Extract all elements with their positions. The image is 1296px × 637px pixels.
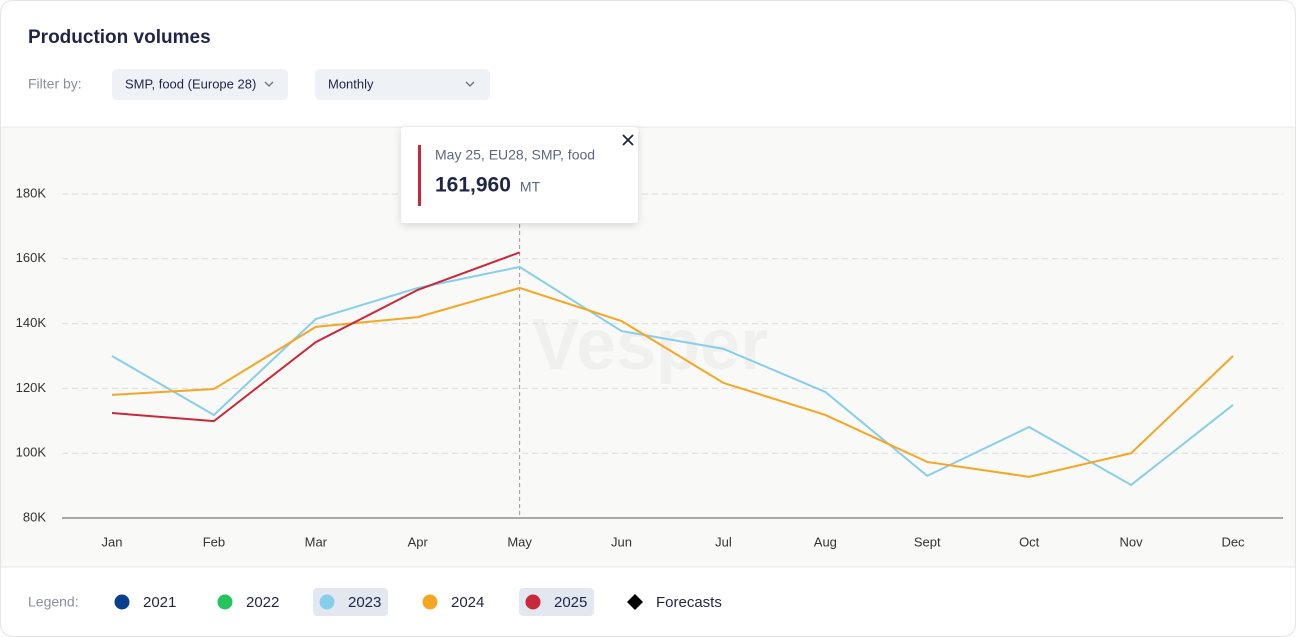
y-tick-label: 100K	[16, 445, 47, 460]
legend-label: Legend:	[28, 594, 79, 610]
legend-text[interactable]: 2021	[143, 594, 176, 611]
chart-area	[1, 127, 1295, 567]
dropdown-text[interactable]: SMP, food (Europe 28)	[125, 76, 256, 91]
forecast-diamond	[627, 594, 643, 610]
x-tick-label: Nov	[1120, 534, 1144, 549]
legend-text[interactable]: 2025	[554, 594, 587, 611]
legend-text[interactable]: 2022	[246, 594, 279, 611]
tooltip-value: 161,960	[435, 174, 511, 197]
dropdown-box[interactable]	[315, 69, 490, 100]
x-tick-label: Dec	[1221, 534, 1245, 549]
x-tick-label: May	[507, 534, 532, 549]
legend-dot[interactable]	[319, 594, 335, 610]
close-button[interactable]	[622, 134, 634, 146]
legend-dot[interactable]	[114, 594, 130, 610]
y-tick-label: 120K	[16, 380, 47, 395]
title: Production volumes	[28, 27, 211, 48]
x-tick-label: Jun	[611, 534, 632, 549]
watermark: Vesper	[532, 305, 768, 385]
x-tick-label: Jul	[715, 534, 732, 549]
legend-text: Forecasts	[656, 594, 722, 611]
product-dropdown[interactable]: SMP, food (Europe 28)	[112, 69, 288, 100]
legend-highlight[interactable]	[519, 588, 594, 616]
legend-text[interactable]: 2024	[451, 594, 484, 611]
legend: Legend: 2021 2022 2023 2024 2025 Forecasts	[28, 588, 722, 616]
y-tick-label: 180K	[16, 185, 47, 200]
dropdown-text[interactable]: Monthly	[328, 76, 374, 91]
legend-text[interactable]: 2023	[348, 594, 381, 611]
x-tick-label: Aug	[814, 534, 837, 549]
dropdown-box[interactable]	[112, 69, 288, 100]
legend-dot[interactable]	[422, 594, 438, 610]
legend-highlight[interactable]	[313, 588, 388, 616]
x-tick-label: Mar	[305, 534, 328, 549]
filter-label: Filter by:	[28, 76, 82, 92]
tooltip-bar	[418, 145, 421, 206]
tooltip-unit: MT	[520, 179, 541, 195]
tooltip: May 25, EU28, SMP, food 161,960 MT	[401, 127, 638, 223]
plot: 80K 100K 120K 140K 160K 180K Jan Feb Mar Apr May Ju…	[16, 140, 1283, 549]
chevron[interactable]	[264, 81, 274, 87]
legend-dot[interactable]	[525, 594, 541, 610]
x-tick-label: Apr	[408, 534, 429, 549]
y-tick-label: 140K	[16, 315, 47, 330]
x-tick-label: Feb	[203, 534, 225, 549]
y-tick-label: 160K	[16, 250, 47, 265]
y-tick-label: 80K	[23, 509, 46, 524]
x-tick-label: Sept	[914, 534, 941, 549]
legend-dot[interactable]	[217, 594, 233, 610]
series-line	[111, 286, 1234, 478]
series-line	[111, 265, 1234, 487]
series-line	[111, 251, 520, 423]
tooltip-title: May 25, EU28, SMP, food	[435, 147, 595, 163]
x-tick-label: Oct	[1019, 534, 1040, 549]
chevron[interactable]	[465, 81, 475, 87]
tooltip-box	[401, 127, 638, 223]
x-tick-label: Jan	[102, 534, 123, 549]
period-dropdown[interactable]: Monthly	[315, 69, 490, 100]
